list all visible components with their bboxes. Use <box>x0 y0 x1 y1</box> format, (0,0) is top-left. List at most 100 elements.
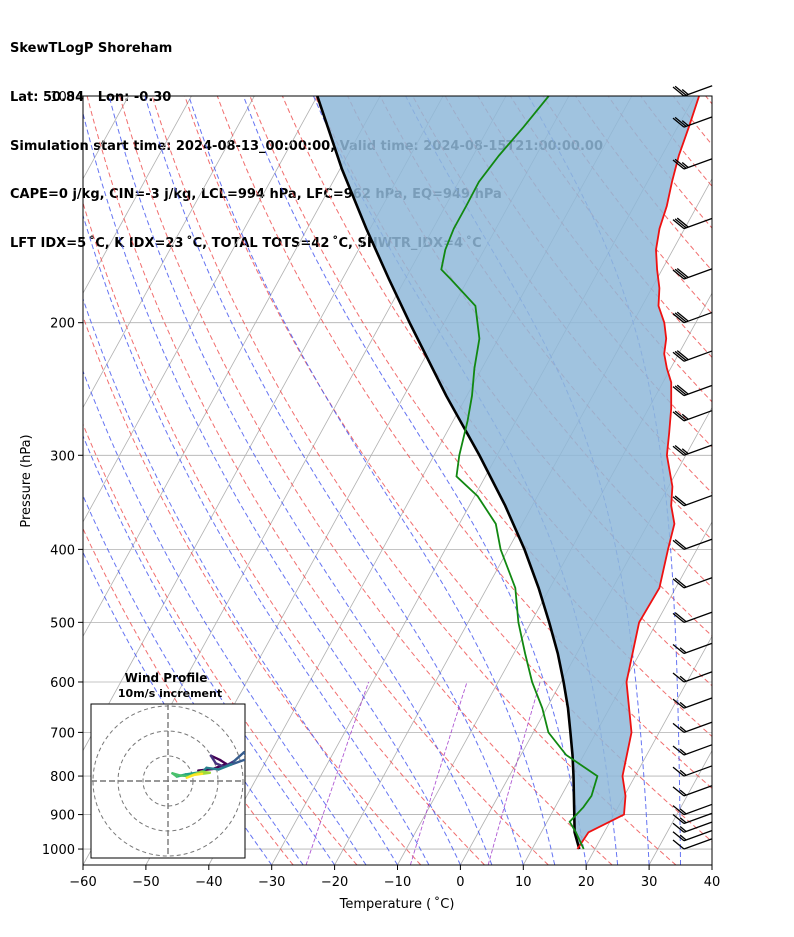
wind-barb-half-flag <box>679 808 687 815</box>
y-tick-label: 1000 <box>42 843 75 858</box>
wind-barbs <box>672 85 713 850</box>
wind-barb-half-flag <box>679 701 687 708</box>
title-station: SkewTLogP Shoreham <box>10 41 173 57</box>
wind-barb-flag <box>672 351 685 362</box>
x-tick-label: −30 <box>258 875 285 890</box>
dewpoint-line <box>440 96 599 850</box>
wind-barb-flag <box>672 786 685 797</box>
x-tick-label: 0 <box>456 875 464 890</box>
wind-barb-flag <box>672 814 685 825</box>
wind-barb-flag <box>674 385 687 396</box>
wind-barb-flag <box>674 218 687 229</box>
moist-adiabat-line <box>83 213 430 865</box>
wind-barb-flag <box>674 445 687 456</box>
wind-barb <box>672 671 713 683</box>
wind-barb-half-flag <box>681 120 689 127</box>
wind-barb-shaft <box>683 409 713 422</box>
y-axis-label: Pressure (hPa) <box>19 434 34 527</box>
wind-barb-flag <box>674 350 687 361</box>
wind-barb <box>672 85 713 97</box>
wind-barb <box>672 697 713 709</box>
dry-adiabat-line <box>83 527 294 865</box>
profile-lines <box>316 96 700 850</box>
wind-barb-flag <box>672 766 685 777</box>
x-tick-label: −20 <box>321 875 348 890</box>
moist-adiabat-line <box>108 96 493 865</box>
wind-barb <box>672 577 713 589</box>
hodograph-segment <box>185 773 196 779</box>
wind-barb-flag <box>672 805 685 816</box>
wind-barb-flag <box>672 839 685 850</box>
mixing-ratio-line <box>487 681 541 865</box>
wind-barb-shaft <box>683 744 713 756</box>
wind-barb-flag <box>674 612 687 623</box>
wind-barb <box>672 409 713 422</box>
dry-adiabat-line <box>86 96 549 865</box>
y-tick-label: 700 <box>50 726 75 741</box>
wind-barb <box>672 611 713 623</box>
wind-barb-flag <box>672 644 685 655</box>
wind-barb-flag <box>674 410 687 421</box>
wind-barb-flag <box>674 116 687 127</box>
wind-barb-flag <box>674 268 687 279</box>
wind-barb-half-flag <box>681 413 689 420</box>
wind-barb-flag <box>672 612 685 623</box>
wind-barb-shaft <box>683 785 713 797</box>
wind-barb-half-flag <box>679 748 687 755</box>
wind-barb-shaft <box>683 838 713 850</box>
wind-barb-half-flag <box>681 88 689 95</box>
x-tick-label: −10 <box>384 875 411 890</box>
y-tick-label: 300 <box>50 449 75 464</box>
hodograph-segment <box>232 751 245 763</box>
wind-barb-shaft <box>683 268 713 280</box>
mixing-ratio-line <box>409 681 468 865</box>
wind-barb-flag <box>674 85 687 96</box>
inset-title: Wind Profile <box>125 671 208 685</box>
moist-adiabat-line <box>144 96 524 865</box>
x-tick-label: 20 <box>578 875 595 890</box>
wind-barb-flag <box>672 117 685 128</box>
x-tick-label: −60 <box>69 875 96 890</box>
wind-barb-shaft <box>683 642 713 655</box>
wind-barb <box>672 821 713 833</box>
y-tick-label: 100 <box>50 90 75 105</box>
wind-barb-flag <box>672 445 685 456</box>
mixing-ratio-line <box>305 681 370 865</box>
hodograph-segment <box>171 772 182 777</box>
wind-barb-shaft <box>683 765 713 777</box>
moist-adiabat-line <box>188 96 556 865</box>
wind-barb-flag <box>676 350 689 361</box>
wind-barb-half-flag <box>679 825 687 832</box>
axes: −60 −50 −40 −30 −20 −10 0 10 20 30 40 100 200 300 400 5… <box>42 90 720 890</box>
wind-barb-half-flag <box>679 834 687 841</box>
parcel-profile-line <box>316 96 581 850</box>
wind-barb-flag <box>672 722 685 733</box>
wind-barb <box>672 812 713 825</box>
wind-barb <box>672 803 713 816</box>
wind-barb-flag <box>672 313 685 324</box>
wind-barb <box>672 444 713 456</box>
wind-barb-shaft <box>683 85 713 97</box>
wind-barb <box>672 785 713 797</box>
wind-barb <box>672 642 713 655</box>
wind-barb-shaft <box>683 611 713 623</box>
cape-shading <box>317 96 700 849</box>
wind-barb-shaft <box>683 697 713 709</box>
cape-cin-area <box>317 96 700 849</box>
dry-adiabat-line <box>672 96 712 146</box>
isotherm-line <box>83 96 381 638</box>
dry-adiabat-line <box>705 96 712 105</box>
wind-barb <box>672 765 713 777</box>
wind-barb-flag <box>672 411 685 422</box>
wind-barb-flag <box>672 159 685 170</box>
wind-barb-shaft <box>683 577 713 589</box>
wind-barb-shaft <box>683 311 713 324</box>
wind-barb <box>672 829 713 842</box>
wind-barb-flag <box>672 269 685 280</box>
wind-barb-flag <box>674 495 687 506</box>
y-tick-label: 400 <box>50 543 75 558</box>
wind-barb-flag <box>672 698 685 709</box>
wind-barb <box>672 838 713 850</box>
wind-barb-shaft <box>683 821 713 833</box>
